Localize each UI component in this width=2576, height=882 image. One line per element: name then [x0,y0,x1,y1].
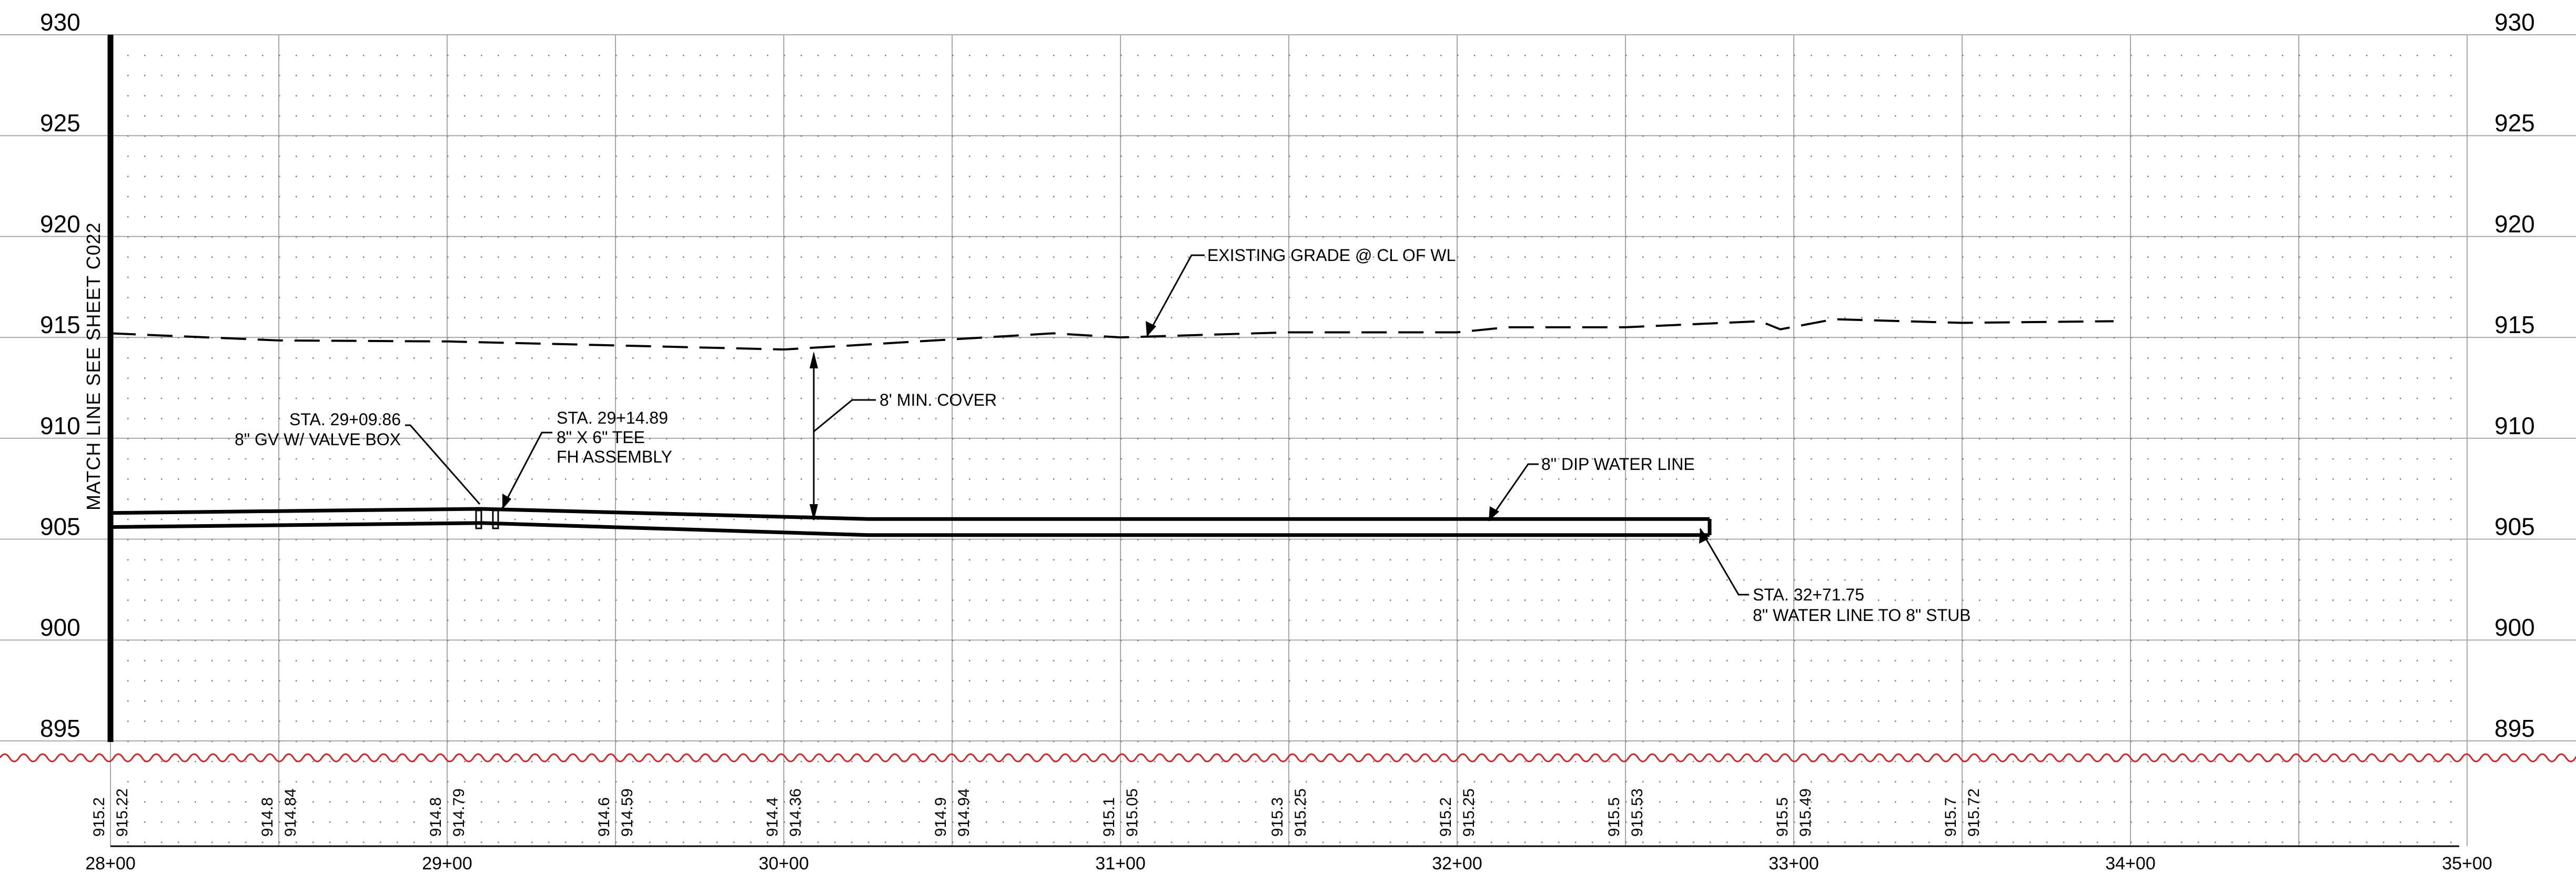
elevation-label-left: 925 [40,109,80,137]
station-label: 33+00 [1769,854,1819,874]
existing-elevation-value: 914.4 [764,797,781,837]
station-label: 32+00 [1432,854,1482,874]
proposed-elevation-value: 915.25 [1460,788,1478,837]
station-label: 34+00 [2105,854,2156,874]
elevation-label-left: 900 [40,614,80,641]
elevation-label-left: 910 [40,412,80,439]
elevation-table: 915.2 915.22 914.8 914.84 914.8 914.79 914.6 91… [90,788,1983,837]
elevation-label-right: 910 [2494,412,2535,439]
proposed-elevation-value: 914.36 [787,788,804,837]
elevation-label-left: 895 [40,715,80,742]
elevation-label-right: 895 [2494,715,2535,742]
elevation-label-left: 905 [40,513,80,540]
station-label: 28+00 [85,854,136,874]
elevation-label-right: 920 [2494,210,2535,237]
existing-grade-label: EXISTING GRADE @ CL OF WL [1207,246,1456,265]
stub-station: STA. 32+71.75 [1753,585,1864,604]
proposed-elevation-value: 915.53 [1629,788,1646,837]
existing-grade-callout: EXISTING GRADE @ CL OF WL [1146,246,1456,337]
match-line-label: MATCH LINE SEE SHEET C022 [83,222,104,510]
elevation-label-right: 925 [2494,109,2535,137]
min-cover-dimension: 8' MIN. COVER [810,352,997,521]
proposed-elevation-value: 914.84 [282,788,299,837]
elevation-labels-right: 930 925 920 915 910 905 900 895 [2494,8,2535,742]
elevation-label-right: 930 [2494,8,2535,36]
elevation-label-left: 930 [40,8,80,36]
break-line [0,753,2576,763]
proposed-elevation-value: 915.22 [114,788,131,837]
stub-callout: STA. 32+71.75 8" WATER LINE TO 8" STUB [1699,528,1971,625]
existing-elevation-value: 914.6 [595,797,613,837]
existing-elevation-value: 914.8 [259,797,276,837]
elevation-label-right: 905 [2494,513,2535,540]
tee-fh-assembly: FH ASSEMBLY [557,447,672,466]
station-label: 30+00 [759,854,809,874]
elevation-label-left: 920 [40,210,80,237]
tee-description: 8" X 6" TEE [557,428,645,447]
station-label: 35+00 [2442,854,2492,874]
tee-callout: STA. 29+14.89 8" X 6" TEE FH ASSEMBLY [492,408,672,529]
proposed-elevation-value: 915.05 [1124,788,1141,837]
existing-elevation-value: 915.2 [90,797,108,837]
existing-grade-line [110,318,2114,351]
existing-elevation-value: 915.2 [1437,797,1454,837]
gate-valve-description: 8" GV W/ VALVE BOX [235,430,401,449]
min-cover-label: 8' MIN. COVER [880,390,997,409]
pipe-top-line [110,507,1710,521]
proposed-elevation-value: 914.59 [619,788,636,837]
proposed-elevation-value: 915.49 [1797,788,1814,837]
station-label: 29+00 [422,854,472,874]
elevation-label-left: 915 [40,311,80,338]
existing-elevation-value: 915.1 [1100,797,1118,837]
water-line-callout: 8" DIP WATER LINE [1488,455,1695,522]
existing-elevation-value: 915.5 [1605,797,1623,837]
water-line-label: 8" DIP WATER LINE [1541,455,1695,474]
gate-valve-callout: STA. 29+09.86 8" GV W/ VALVE BOX [235,410,482,529]
elevation-label-right: 915 [2494,311,2535,338]
tee-symbol [492,509,499,529]
stub-description: 8" WATER LINE TO 8" STUB [1753,606,1971,625]
existing-elevation-value: 914.8 [427,797,445,837]
profiles [110,318,2114,537]
proposed-elevation-value: 914.79 [450,788,468,837]
elevation-labels-left: 930 925 920 915 910 905 900 895 [40,8,80,742]
gate-valve-station: STA. 29+09.86 [289,410,401,429]
tee-station: STA. 29+14.89 [557,408,668,427]
existing-elevation-value: 914.9 [932,797,949,837]
gate-valve-symbol [475,509,482,529]
elevation-label-right: 900 [2494,614,2535,641]
proposed-elevation-value: 915.25 [1292,788,1309,837]
proposed-elevation-value: 915.72 [1965,788,1983,837]
existing-elevation-value: 915.3 [1269,797,1286,837]
pipe-bottom-line [110,521,1710,537]
station-label: 31+00 [1095,854,1146,874]
existing-elevation-value: 915.5 [1774,797,1791,837]
existing-elevation-value: 915.7 [1942,797,1959,837]
proposed-elevation-value: 914.94 [955,788,973,837]
station-axis-labels: 28+00 29+00 30+00 31+00 32+00 33+00 34+00 35+00 [85,854,2492,874]
